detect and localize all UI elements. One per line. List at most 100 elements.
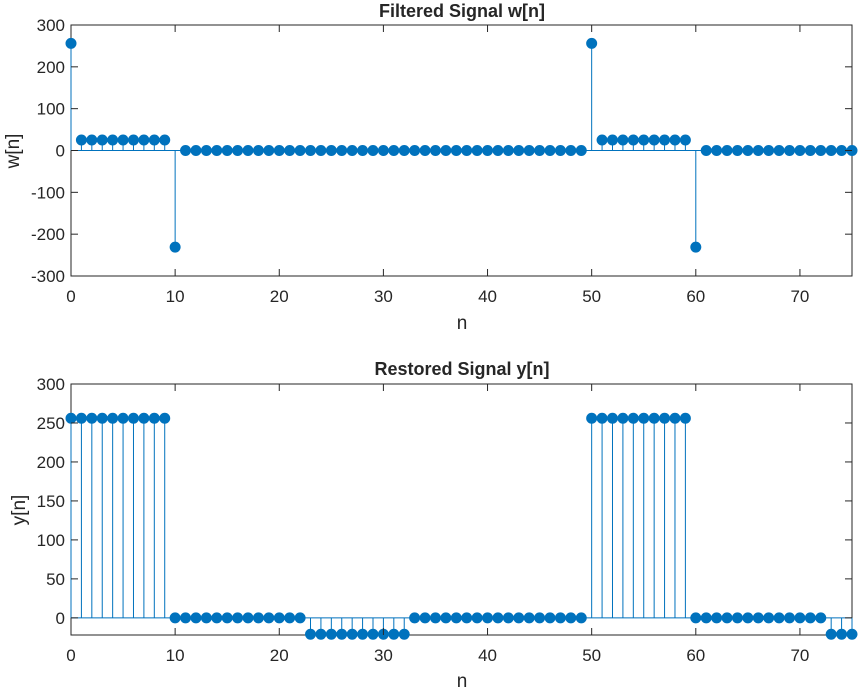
stem-marker bbox=[711, 612, 723, 624]
stem-marker bbox=[836, 628, 848, 640]
stem-marker bbox=[596, 412, 608, 424]
stem-marker bbox=[305, 628, 317, 640]
stem-marker bbox=[513, 145, 525, 156]
stem-marker bbox=[471, 145, 483, 156]
stem-marker bbox=[86, 412, 98, 424]
y-tick-label: 200 bbox=[37, 453, 65, 472]
stem-marker bbox=[482, 145, 494, 156]
stem-marker bbox=[679, 134, 691, 146]
stem-marker bbox=[742, 612, 754, 624]
stem-marker bbox=[586, 412, 598, 424]
y-tick-labels: 0 50 100 150 200 250 300 bbox=[37, 375, 852, 628]
y-tick-label: -300 bbox=[31, 267, 65, 286]
y-tick-label: 0 bbox=[56, 609, 65, 628]
stem-marker bbox=[75, 134, 87, 146]
stem-marker bbox=[242, 145, 254, 156]
y-tick-label: -100 bbox=[31, 183, 65, 202]
stem-marker bbox=[377, 145, 389, 156]
y-axis-label: w[n] bbox=[3, 134, 24, 170]
plot-title: Restored Signal y[n] bbox=[374, 359, 549, 379]
stem-marker bbox=[107, 412, 119, 424]
stem-marker bbox=[190, 612, 202, 624]
stem-marker bbox=[180, 612, 192, 624]
stem-marker bbox=[804, 612, 816, 624]
stem-marker bbox=[815, 145, 827, 156]
stem-marker bbox=[784, 145, 796, 156]
x-tick-labels: 0 10 20 30 40 50 60 70 bbox=[66, 25, 809, 306]
stem-marker bbox=[294, 612, 306, 624]
stem-marker bbox=[200, 145, 212, 156]
plot-area bbox=[70, 383, 853, 636]
stem-marker bbox=[794, 145, 806, 156]
stem-marker bbox=[211, 612, 223, 624]
stem-marker bbox=[305, 145, 317, 156]
stem-marker bbox=[336, 628, 348, 640]
stem-marker bbox=[398, 145, 410, 156]
stem-marker bbox=[669, 134, 681, 146]
stem-marker bbox=[554, 612, 566, 624]
x-tick-label: 50 bbox=[582, 287, 601, 306]
x-tick-label: 40 bbox=[478, 646, 497, 665]
x-tick-label: 20 bbox=[270, 287, 289, 306]
stem-marker bbox=[544, 145, 556, 156]
stem-marker bbox=[263, 612, 275, 624]
stem-marker bbox=[742, 145, 754, 156]
stem-marker bbox=[544, 612, 556, 624]
stem-marker bbox=[575, 145, 587, 156]
stem-marker bbox=[492, 145, 504, 156]
stem-marker bbox=[679, 412, 691, 424]
stem-marker bbox=[294, 145, 306, 156]
stem-marker bbox=[148, 412, 160, 424]
y-tick-label: 200 bbox=[37, 58, 65, 77]
stem-marker bbox=[461, 145, 473, 156]
stem-marker bbox=[575, 612, 587, 624]
stem-marker bbox=[232, 612, 244, 624]
stem-marker bbox=[159, 134, 171, 146]
stem-marker bbox=[763, 612, 775, 624]
stem-marker bbox=[804, 145, 816, 156]
x-tick-labels: 0 10 20 30 40 50 60 70 bbox=[66, 384, 809, 665]
stem-marker bbox=[325, 628, 337, 640]
y-tick-label: -200 bbox=[31, 225, 65, 244]
stem-marker bbox=[638, 412, 650, 424]
stem-marker bbox=[627, 412, 639, 424]
stem-marker bbox=[117, 412, 129, 424]
stem-marker bbox=[815, 612, 827, 624]
stem-marker bbox=[534, 612, 546, 624]
stem-marker bbox=[440, 145, 452, 156]
stem-marker bbox=[232, 145, 244, 156]
stem-marker bbox=[409, 612, 421, 624]
stem-marker bbox=[419, 612, 431, 624]
stem-marker bbox=[617, 412, 629, 424]
stem-marker bbox=[523, 145, 535, 156]
stem-marker bbox=[388, 628, 400, 640]
x-tick-label: 0 bbox=[66, 287, 75, 306]
x-tick-label: 0 bbox=[66, 646, 75, 665]
y-tick-labels: -300 -200 -100 0 100 200 300 bbox=[31, 16, 852, 286]
stem-marker bbox=[440, 612, 452, 624]
x-tick-label: 30 bbox=[374, 287, 393, 306]
stem-marker bbox=[211, 145, 223, 156]
x-tick-label: 10 bbox=[166, 646, 185, 665]
stem-marker bbox=[242, 612, 254, 624]
stem-marker bbox=[117, 134, 129, 146]
stem-marker bbox=[65, 37, 77, 49]
stem-marker bbox=[825, 628, 837, 640]
stem-marker bbox=[315, 145, 327, 156]
plot-title: Filtered Signal w[n] bbox=[379, 1, 545, 21]
stem-marker bbox=[75, 412, 87, 424]
stem-marker bbox=[273, 145, 285, 156]
stem-marker bbox=[565, 612, 577, 624]
filtered-signal-plot: Filtered Signal w[n] 0 10 20 30 40 50 60 70 -30… bbox=[3, 1, 858, 334]
stem-marker bbox=[357, 628, 369, 640]
stem-marker bbox=[700, 612, 712, 624]
stem-marker bbox=[169, 612, 181, 624]
x-axis-label: n bbox=[457, 313, 468, 334]
stem-marker bbox=[273, 612, 285, 624]
y-tick-label: 0 bbox=[56, 142, 65, 161]
x-tick-label: 40 bbox=[478, 287, 497, 306]
x-axis-label: n bbox=[457, 671, 468, 689]
stem-marker bbox=[284, 612, 296, 624]
stem-marker bbox=[398, 628, 410, 640]
stem-marker bbox=[596, 134, 608, 146]
